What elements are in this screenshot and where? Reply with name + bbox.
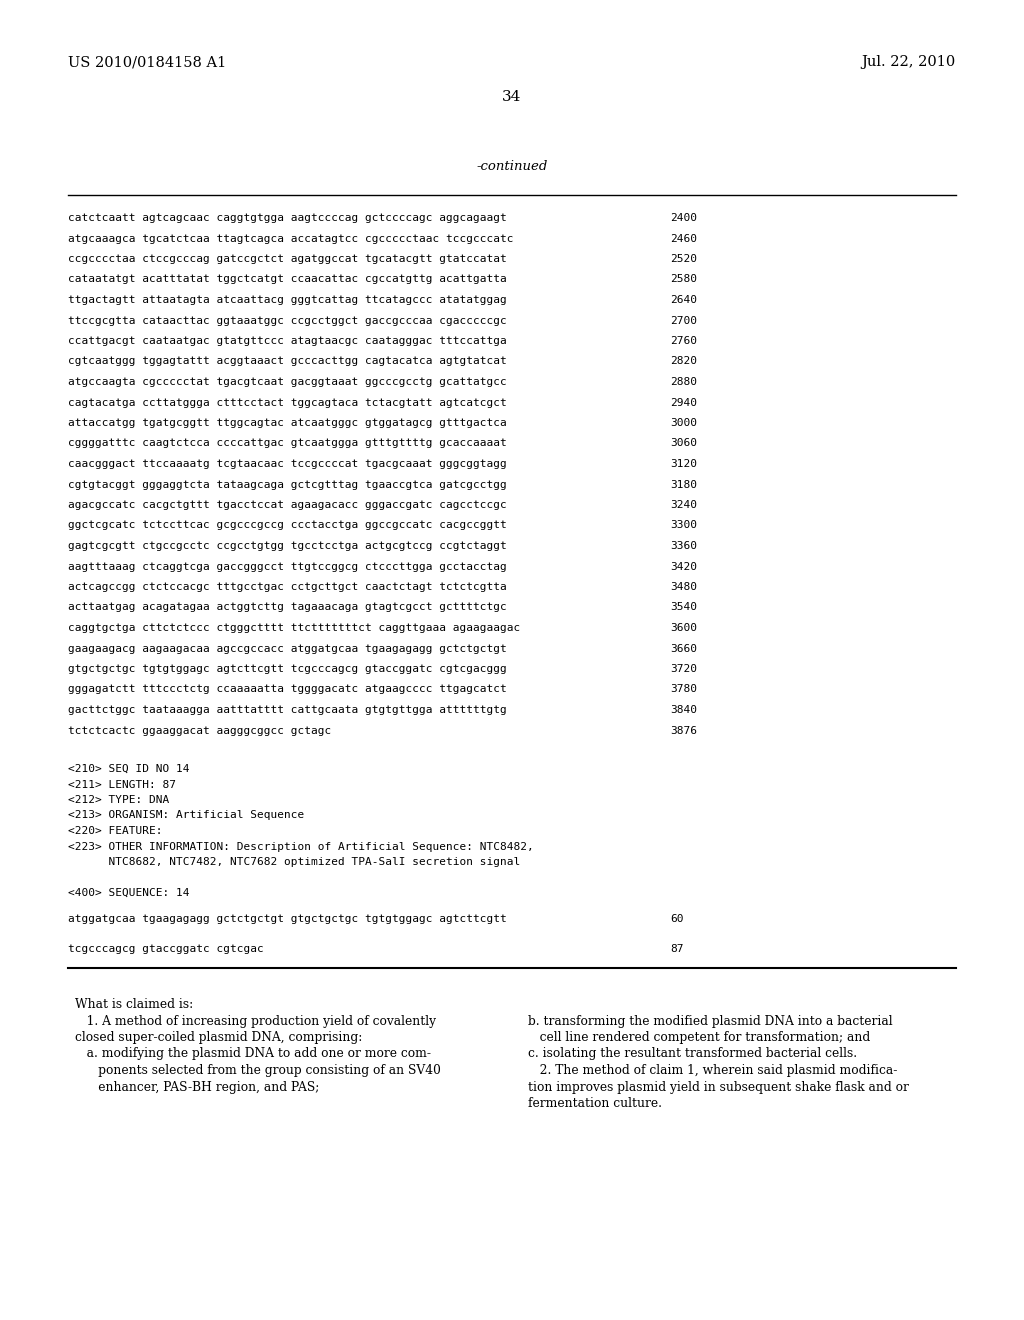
Text: 2640: 2640	[670, 294, 697, 305]
Text: -continued: -continued	[476, 160, 548, 173]
Text: cgtcaatggg tggagtattt acggtaaact gcccacttgg cagtacatca agtgtatcat: cgtcaatggg tggagtattt acggtaaact gcccact…	[68, 356, 507, 367]
Text: cagtacatga ccttatggga ctttcctact tggcagtaca tctacgtatt agtcatcgct: cagtacatga ccttatggga ctttcctact tggcagt…	[68, 397, 507, 408]
Text: 2400: 2400	[670, 213, 697, 223]
Text: 3120: 3120	[670, 459, 697, 469]
Text: 34: 34	[503, 90, 521, 104]
Text: ttgactagtt attaatagta atcaattacg gggtcattag ttcatagccc atatatggag: ttgactagtt attaatagta atcaattacg gggtcat…	[68, 294, 507, 305]
Text: <210> SEQ ID NO 14: <210> SEQ ID NO 14	[68, 764, 189, 774]
Text: fermentation culture.: fermentation culture.	[528, 1097, 662, 1110]
Text: 2820: 2820	[670, 356, 697, 367]
Text: actcagccgg ctctccacgc tttgcctgac cctgcttgct caactctagt tctctcgtta: actcagccgg ctctccacgc tttgcctgac cctgctt…	[68, 582, 507, 591]
Text: 3000: 3000	[670, 418, 697, 428]
Text: gaagaagacg aagaagacaa agccgccacc atggatgcaa tgaagagagg gctctgctgt: gaagaagacg aagaagacaa agccgccacc atggatg…	[68, 644, 507, 653]
Text: 2520: 2520	[670, 253, 697, 264]
Text: 3480: 3480	[670, 582, 697, 591]
Text: 2880: 2880	[670, 378, 697, 387]
Text: 2. The method of claim 1, wherein said plasmid modifica-: 2. The method of claim 1, wherein said p…	[528, 1064, 897, 1077]
Text: cataatatgt acatttatat tggctcatgt ccaacattac cgccatgttg acattgatta: cataatatgt acatttatat tggctcatgt ccaacat…	[68, 275, 507, 285]
Text: <213> ORGANISM: Artificial Sequence: <213> ORGANISM: Artificial Sequence	[68, 810, 304, 821]
Text: c. isolating the resultant transformed bacterial cells.: c. isolating the resultant transformed b…	[528, 1048, 857, 1060]
Text: What is claimed is:: What is claimed is:	[75, 998, 194, 1011]
Text: gggagatctt tttccctctg ccaaaaatta tggggacatc atgaagcccc ttgagcatct: gggagatctt tttccctctg ccaaaaatta tggggac…	[68, 685, 507, 694]
Text: 3660: 3660	[670, 644, 697, 653]
Text: ccgcccctaa ctccgcccag gatccgctct agatggccat tgcatacgtt gtatccatat: ccgcccctaa ctccgcccag gatccgctct agatggc…	[68, 253, 507, 264]
Text: tctctcactc ggaaggacat aagggcggcc gctagc: tctctcactc ggaaggacat aagggcggcc gctagc	[68, 726, 331, 735]
Text: b. transforming the modified plasmid DNA into a bacterial: b. transforming the modified plasmid DNA…	[528, 1015, 893, 1027]
Text: tcgcccagcg gtaccggatc cgtcgac: tcgcccagcg gtaccggatc cgtcgac	[68, 945, 264, 954]
Text: catctcaatt agtcagcaac caggtgtgga aagtccccag gctccccagc aggcagaagt: catctcaatt agtcagcaac caggtgtgga aagtccc…	[68, 213, 507, 223]
Text: cell line rendered competent for transformation; and: cell line rendered competent for transfo…	[528, 1031, 870, 1044]
Text: gagtcgcgtt ctgccgcctc ccgcctgtgg tgcctcctga actgcgtccg ccgtctaggt: gagtcgcgtt ctgccgcctc ccgcctgtgg tgcctcc…	[68, 541, 507, 550]
Text: 3420: 3420	[670, 561, 697, 572]
Text: 3876: 3876	[670, 726, 697, 735]
Text: 2460: 2460	[670, 234, 697, 243]
Text: <211> LENGTH: 87: <211> LENGTH: 87	[68, 780, 176, 789]
Text: 3540: 3540	[670, 602, 697, 612]
Text: NTC8682, NTC7482, NTC7682 optimized TPA-SalI secretion signal: NTC8682, NTC7482, NTC7682 optimized TPA-…	[68, 857, 520, 867]
Text: 2940: 2940	[670, 397, 697, 408]
Text: ttccgcgtta cataacttac ggtaaatggc ccgcctggct gaccgcccaa cgacccccgc: ttccgcgtta cataacttac ggtaaatggc ccgcctg…	[68, 315, 507, 326]
Text: 3060: 3060	[670, 438, 697, 449]
Text: <220> FEATURE:: <220> FEATURE:	[68, 826, 163, 836]
Text: gtgctgctgc tgtgtggagc agtcttcgtt tcgcccagcg gtaccggatc cgtcgacggg: gtgctgctgc tgtgtggagc agtcttcgtt tcgccca…	[68, 664, 507, 675]
Text: atggatgcaa tgaagagagg gctctgctgt gtgctgctgc tgtgtggagc agtcttcgtt: atggatgcaa tgaagagagg gctctgctgt gtgctgc…	[68, 913, 507, 924]
Text: tion improves plasmid yield in subsequent shake flask and or: tion improves plasmid yield in subsequen…	[528, 1081, 909, 1093]
Text: a. modifying the plasmid DNA to add one or more com-: a. modifying the plasmid DNA to add one …	[75, 1048, 431, 1060]
Text: 3720: 3720	[670, 664, 697, 675]
Text: gacttctggc taataaagga aatttatttt cattgcaata gtgtgttgga attttttgtg: gacttctggc taataaagga aatttatttt cattgca…	[68, 705, 507, 715]
Text: 2580: 2580	[670, 275, 697, 285]
Text: 2700: 2700	[670, 315, 697, 326]
Text: US 2010/0184158 A1: US 2010/0184158 A1	[68, 55, 226, 69]
Text: aagtttaaag ctcaggtcga gaccgggcct ttgtccggcg ctcccttgga gcctacctag: aagtttaaag ctcaggtcga gaccgggcct ttgtccg…	[68, 561, 507, 572]
Text: cggggatttc caagtctcca ccccattgac gtcaatggga gtttgttttg gcaccaaaat: cggggatttc caagtctcca ccccattgac gtcaatg…	[68, 438, 507, 449]
Text: ccattgacgt caataatgac gtatgttccc atagtaacgc caatagggac tttccattga: ccattgacgt caataatgac gtatgttccc atagtaa…	[68, 337, 507, 346]
Text: caggtgctga cttctctccc ctgggctttt ttctttttttct caggttgaaa agaagaagac: caggtgctga cttctctccc ctgggctttt ttctttt…	[68, 623, 520, 634]
Text: agacgccatc cacgctgttt tgacctccat agaagacacc gggaccgatc cagcctccgc: agacgccatc cacgctgttt tgacctccat agaagac…	[68, 500, 507, 510]
Text: cgtgtacggt gggaggtcta tataagcaga gctcgtttag tgaaccgtca gatcgcctgg: cgtgtacggt gggaggtcta tataagcaga gctcgtt…	[68, 479, 507, 490]
Text: 60: 60	[670, 913, 683, 924]
Text: 3780: 3780	[670, 685, 697, 694]
Text: 3360: 3360	[670, 541, 697, 550]
Text: 2760: 2760	[670, 337, 697, 346]
Text: attaccatgg tgatgcggtt ttggcagtac atcaatgggc gtggatagcg gtttgactca: attaccatgg tgatgcggtt ttggcagtac atcaatg…	[68, 418, 507, 428]
Text: atgccaagta cgccccctat tgacgtcaat gacggtaaat ggcccgcctg gcattatgcc: atgccaagta cgccccctat tgacgtcaat gacggta…	[68, 378, 507, 387]
Text: ponents selected from the group consisting of an SV40: ponents selected from the group consisti…	[75, 1064, 441, 1077]
Text: closed super-coiled plasmid DNA, comprising:: closed super-coiled plasmid DNA, compris…	[75, 1031, 362, 1044]
Text: ggctcgcatc tctccttcac gcgcccgccg ccctacctga ggccgccatc cacgccggtt: ggctcgcatc tctccttcac gcgcccgccg ccctacc…	[68, 520, 507, 531]
Text: <400> SEQUENCE: 14: <400> SEQUENCE: 14	[68, 888, 189, 898]
Text: enhancer, PAS-BH region, and PAS;: enhancer, PAS-BH region, and PAS;	[75, 1081, 319, 1093]
Text: 3300: 3300	[670, 520, 697, 531]
Text: <223> OTHER INFORMATION: Description of Artificial Sequence: NTC8482,: <223> OTHER INFORMATION: Description of …	[68, 842, 534, 851]
Text: Jul. 22, 2010: Jul. 22, 2010	[862, 55, 956, 69]
Text: 3600: 3600	[670, 623, 697, 634]
Text: acttaatgag acagatagaa actggtcttg tagaaacaga gtagtcgcct gcttttctgc: acttaatgag acagatagaa actggtcttg tagaaac…	[68, 602, 507, 612]
Text: 3240: 3240	[670, 500, 697, 510]
Text: caacgggact ttccaaaatg tcgtaacaac tccgccccat tgacgcaaat gggcggtagg: caacgggact ttccaaaatg tcgtaacaac tccgccc…	[68, 459, 507, 469]
Text: 3840: 3840	[670, 705, 697, 715]
Text: 3180: 3180	[670, 479, 697, 490]
Text: <212> TYPE: DNA: <212> TYPE: DNA	[68, 795, 169, 805]
Text: atgcaaagca tgcatctcaa ttagtcagca accatagtcc cgccccctaac tccgcccatc: atgcaaagca tgcatctcaa ttagtcagca accatag…	[68, 234, 513, 243]
Text: 87: 87	[670, 945, 683, 954]
Text: 1. A method of increasing production yield of covalently: 1. A method of increasing production yie…	[75, 1015, 436, 1027]
